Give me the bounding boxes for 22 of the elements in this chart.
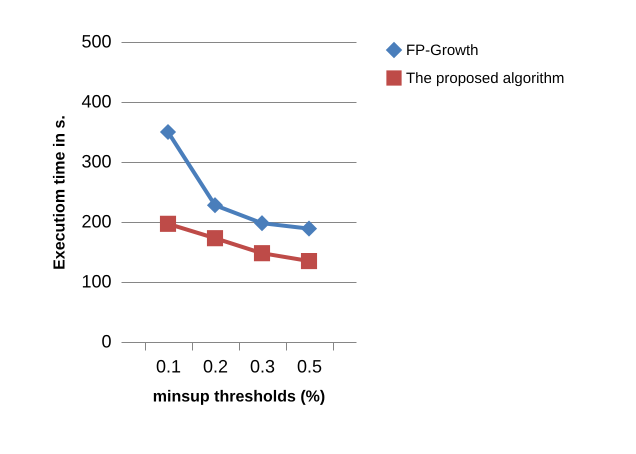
x-tick-label: 0.1 — [156, 356, 182, 376]
x-tick-label: 0.2 — [202, 356, 228, 376]
point — [160, 216, 176, 232]
y-tick-label: 200 — [81, 212, 112, 232]
y-axis-title: Executiom time in s. — [51, 115, 68, 270]
point — [254, 245, 270, 262]
x-tick-label: 0.5 — [296, 356, 322, 376]
point — [254, 215, 270, 232]
point — [206, 230, 224, 246]
y-tick-label: 0 — [101, 332, 112, 352]
point — [300, 252, 318, 270]
x-tick-label: 0.3 — [250, 356, 276, 376]
point — [160, 124, 176, 140]
y-tick-label: 100 — [81, 272, 112, 292]
point — [206, 197, 224, 214]
point — [300, 220, 318, 237]
y-tick-label: 500 — [81, 32, 112, 52]
y-tick-label: 400 — [81, 92, 112, 112]
y-tick-label: 300 — [81, 152, 112, 172]
legend-label: The proposed algorithm — [406, 70, 564, 87]
x-axis-title: minsup thresholds (%) — [152, 388, 326, 406]
legend-label: FP-Growth — [406, 42, 479, 59]
